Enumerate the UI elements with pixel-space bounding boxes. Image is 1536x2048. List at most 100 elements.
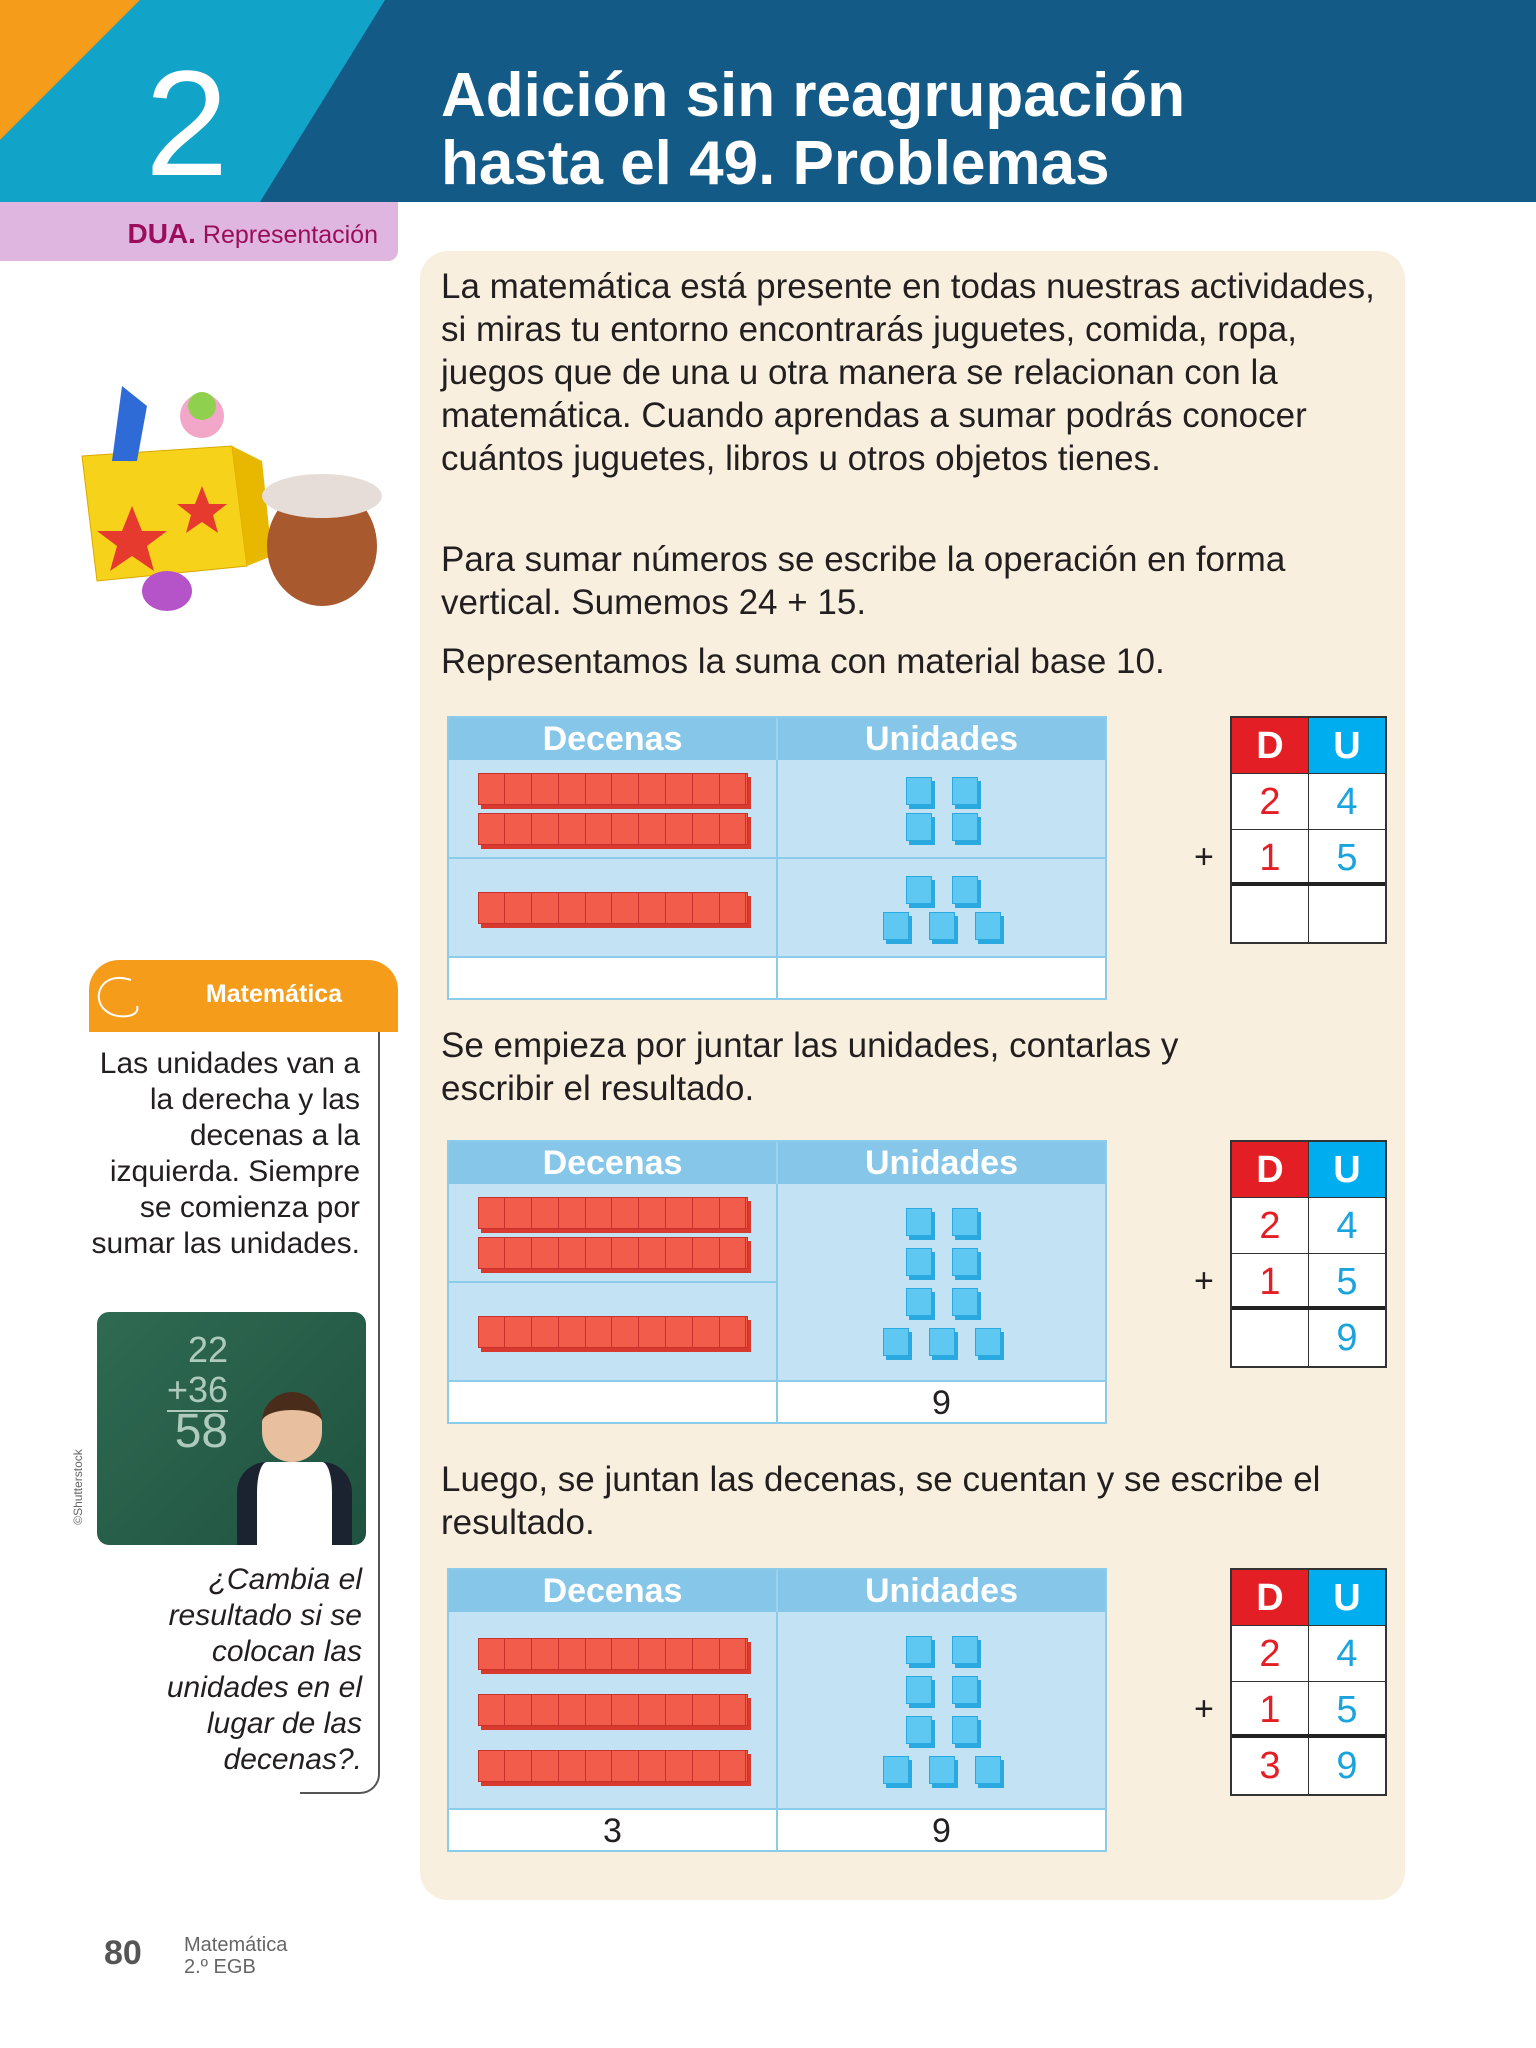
step-text: Se empieza por juntar las unidades, cont… [441, 1026, 1179, 1108]
unit-cube [951, 1676, 978, 1704]
chalk-number: +36 [167, 1369, 229, 1410]
header-tens: Decenas [449, 718, 778, 760]
answer-units[interactable]: 9 [932, 1384, 951, 1422]
base10-table: Decenas Unidades 9 [447, 1140, 1107, 1424]
tens-digit[interactable]: 3 [1232, 1738, 1309, 1794]
footer-subject: Matemática 2.º EGB [184, 1934, 287, 1978]
tens-digit: 1 [1232, 830, 1309, 882]
result-row: 9 [1232, 1310, 1385, 1366]
toy-box-illustration [81, 386, 382, 611]
unit-cube [951, 1288, 978, 1316]
plus-sign: + [1194, 1262, 1214, 1300]
unit-cube-row [905, 1288, 978, 1316]
answer-tens[interactable] [449, 1382, 778, 1422]
ten-rod [477, 812, 748, 845]
units-digit: 5 [1336, 1689, 1358, 1731]
page-number: 80 [104, 1934, 142, 1972]
unit-cube [951, 875, 978, 904]
unit-cube [928, 911, 955, 940]
answer-row: 9 [449, 1380, 1105, 1422]
tens-column [449, 1612, 778, 1808]
units-digit[interactable]: 9 [1336, 1317, 1358, 1359]
note-text: Las unidades van a la derecha y las dece… [91, 1047, 360, 1260]
unit-cube [905, 1636, 932, 1664]
unit-cube [951, 776, 978, 805]
title-line: Adición sin reagrupación [441, 61, 1186, 130]
unit-number: 2 [145, 39, 229, 202]
unit-cube [928, 1328, 955, 1356]
unit-cube-row [905, 1636, 978, 1664]
table-body [449, 1184, 1105, 1380]
unit-cube [905, 1248, 932, 1276]
tens-digit[interactable] [1232, 886, 1309, 942]
answer-units[interactable]: 9 [932, 1812, 951, 1850]
unit-cube-row [905, 1716, 978, 1744]
ten-rod [477, 1750, 748, 1782]
unit-cube [905, 776, 932, 805]
reflection-question: ¿Cambia el resultado si se colocan las u… [166, 1563, 362, 1776]
units-cell [778, 1612, 1105, 1808]
unit-cube-row [882, 1756, 1001, 1784]
unit-cube [974, 1328, 1001, 1356]
unit-cube [928, 1756, 955, 1784]
plus-sign: + [1194, 1690, 1214, 1728]
unit-cube [951, 1248, 978, 1276]
unit-cube [951, 1636, 978, 1664]
tens-digit: 2 [1232, 774, 1309, 829]
header-units: Unidades [864, 1572, 1019, 1610]
child-head [262, 1392, 322, 1462]
ten-rod [477, 1694, 748, 1726]
tens-column [449, 1184, 778, 1380]
base10-table: Decenas Unidades [447, 716, 1107, 1000]
child-shirt [237, 1462, 352, 1545]
unit-cube-row [905, 776, 978, 805]
ten-rod [477, 1638, 748, 1670]
unit-cube-row [905, 1676, 978, 1704]
unit-cube [905, 1676, 932, 1704]
tens-cell [449, 1184, 776, 1283]
result-row [1232, 886, 1385, 942]
unit-cube [951, 812, 978, 841]
unit-cube [882, 1756, 909, 1784]
answer-tens[interactable]: 3 [449, 1810, 778, 1850]
unit-cube [882, 1328, 909, 1356]
answer-units[interactable] [778, 958, 1105, 998]
unit-cube [882, 911, 909, 940]
tens-digit: 2 [1232, 1198, 1309, 1253]
unit-cube [905, 875, 932, 904]
units-digit: 4 [1336, 1205, 1358, 1247]
footer-subject-name: Matemática [184, 1934, 288, 1956]
step-text: Luego, se juntan las decenas, se cuentan… [441, 1460, 1321, 1542]
header-units: Unidades [864, 720, 1019, 758]
units-cell [778, 859, 1105, 956]
units-digit: 5 [1336, 1261, 1358, 1303]
units-digit[interactable]: 9 [1336, 1745, 1358, 1787]
units-column [778, 760, 1105, 956]
table-body [449, 1612, 1105, 1808]
intro-paragraph: La matemática está presente en todas nue… [441, 267, 1375, 478]
units-digit[interactable] [1309, 886, 1385, 942]
instruction-paragraph: Representamos la suma con material base … [441, 642, 1165, 681]
unit-cube [905, 1208, 932, 1236]
title-line: hasta el 49. Problemas [441, 129, 1110, 198]
tens-digit[interactable] [1232, 1310, 1309, 1366]
table-header: Decenas Unidades [449, 718, 1105, 760]
ten-rod [477, 1196, 748, 1229]
footer-grade: 2.º EGB [184, 1956, 256, 1978]
note-border [300, 1032, 380, 1794]
answer-tens[interactable] [449, 958, 778, 998]
chalk-number: 58 [167, 1408, 229, 1456]
units-digit: 5 [1336, 837, 1358, 879]
tens-column [449, 760, 778, 956]
ten-rod [477, 1236, 748, 1269]
base10-table: Decenas Unidades 3 9 [447, 1568, 1107, 1852]
